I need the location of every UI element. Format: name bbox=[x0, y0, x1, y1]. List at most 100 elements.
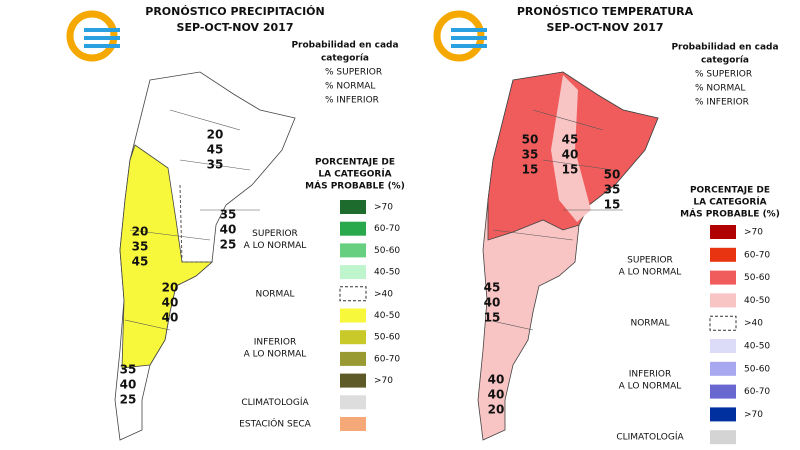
legend-swatch bbox=[339, 286, 367, 302]
legend-swatch bbox=[340, 330, 366, 345]
region-value: 40 bbox=[162, 296, 179, 310]
legend-label: 60-70 bbox=[374, 224, 400, 234]
map-region bbox=[119, 144, 214, 369]
legend-label: 40-50 bbox=[374, 311, 400, 321]
region-value: 45 bbox=[207, 143, 224, 157]
prob-item: % SUPERIOR bbox=[695, 70, 752, 80]
legend-swatch bbox=[340, 200, 366, 214]
logo bbox=[66, 10, 120, 62]
region-value: 25 bbox=[220, 238, 237, 252]
region-value: 40 bbox=[220, 223, 237, 237]
region-value: 15 bbox=[562, 163, 579, 177]
legend-swatch bbox=[340, 373, 366, 388]
legend-label: 60-70 bbox=[374, 354, 400, 364]
region-value: 20 bbox=[132, 225, 149, 239]
legend-group: INFERIOR bbox=[629, 370, 672, 380]
legend-group: INFERIOR bbox=[254, 338, 297, 348]
region-value: 35 bbox=[120, 363, 137, 377]
legend-title: PORCENTAJE DE bbox=[315, 158, 395, 168]
panel-subtitle: SEP-OCT-NOV 2017 bbox=[177, 21, 294, 34]
legend-label: 40-50 bbox=[744, 342, 770, 352]
legend-label: >40 bbox=[374, 289, 393, 299]
region-value: 40 bbox=[488, 373, 505, 387]
map-group bbox=[477, 71, 659, 441]
legend-swatch bbox=[340, 351, 366, 366]
map-normal-zone bbox=[179, 184, 212, 263]
prob-item: % NORMAL bbox=[695, 84, 745, 94]
legend-group: CLIMATOLOGÍA bbox=[241, 396, 309, 408]
region-value: 45 bbox=[132, 255, 149, 269]
legend-swatch bbox=[340, 243, 366, 258]
legend-swatch bbox=[710, 270, 736, 285]
legend-swatch bbox=[710, 384, 736, 399]
region-value: 45 bbox=[562, 133, 579, 147]
legend-label: 40-50 bbox=[374, 268, 400, 278]
legend-label: >40 bbox=[744, 319, 763, 329]
legend-swatch bbox=[710, 293, 736, 308]
map-borders bbox=[487, 109, 623, 331]
legend-group: SUPERIOR bbox=[627, 256, 673, 266]
legend-label: >70 bbox=[374, 203, 393, 213]
legend-label: 60-70 bbox=[744, 387, 770, 397]
legend-title: MÁS PROBABLE (%) bbox=[680, 208, 780, 220]
legend-group: SUPERIOR bbox=[252, 229, 298, 239]
map-borders bbox=[124, 109, 260, 331]
region-value: 35 bbox=[207, 158, 224, 172]
legend-swatch bbox=[710, 225, 736, 239]
region-value: 35 bbox=[522, 148, 539, 162]
logo-stripes bbox=[451, 28, 487, 48]
legend-label: 40-50 bbox=[744, 296, 770, 306]
region-value: 15 bbox=[604, 198, 621, 212]
prob-title: Probabilidad en cada bbox=[291, 41, 398, 51]
legend-swatch bbox=[340, 265, 366, 280]
legend-label: 60-70 bbox=[744, 250, 770, 260]
prob-item: % INFERIOR bbox=[325, 96, 379, 106]
region-value: 15 bbox=[522, 163, 539, 177]
legend-label: >70 bbox=[744, 228, 763, 238]
prob-item: % INFERIOR bbox=[695, 98, 749, 108]
panel-left-map bbox=[66, 10, 296, 441]
logo-stripes bbox=[84, 28, 120, 48]
legend-group: A LO NORMAL bbox=[619, 382, 682, 392]
region-value: 40 bbox=[120, 378, 137, 392]
legend-label: 50-60 bbox=[744, 364, 770, 374]
legend-swatch bbox=[710, 407, 736, 422]
region-value: 35 bbox=[220, 208, 237, 222]
legend-group: A LO NORMAL bbox=[244, 241, 307, 251]
logo bbox=[433, 10, 487, 62]
prob-item: % NORMAL bbox=[325, 82, 375, 92]
legend-swatch bbox=[340, 308, 366, 323]
region-value: 35 bbox=[604, 183, 621, 197]
region-value: 45 bbox=[484, 281, 501, 295]
legend-swatch bbox=[340, 395, 366, 410]
legend-title: MÁS PROBABLE (%) bbox=[305, 180, 405, 192]
legend-group: ESTACIÓN SECA bbox=[239, 418, 311, 430]
legend-group: A LO NORMAL bbox=[619, 268, 682, 278]
panel-right-map bbox=[433, 10, 659, 441]
legend-swatch bbox=[710, 361, 736, 376]
legend-group: NORMAL bbox=[255, 289, 294, 299]
legend-swatch bbox=[710, 339, 736, 353]
legend-group: NORMAL bbox=[630, 319, 669, 329]
legend-title: PORCENTAJE DE bbox=[690, 186, 770, 196]
legend-swatch bbox=[340, 417, 366, 431]
legend-label: >70 bbox=[374, 376, 393, 386]
legend-title: LA CATEGORÍA bbox=[318, 168, 391, 180]
legend-swatch bbox=[710, 430, 736, 445]
region-value: 25 bbox=[120, 393, 137, 407]
prob-item: % SUPERIOR bbox=[325, 68, 382, 78]
panel-title: PRONÓSTICO TEMPERATURA bbox=[517, 5, 694, 18]
legend-label: 50-60 bbox=[744, 273, 770, 283]
region-value: 20 bbox=[207, 128, 224, 142]
region-value: 15 bbox=[484, 311, 501, 325]
region-value: 40 bbox=[484, 296, 501, 310]
legend-label: 50-60 bbox=[374, 333, 400, 343]
region-value: 40 bbox=[162, 311, 179, 325]
region-value: 35 bbox=[132, 240, 149, 254]
prob-title: categoría bbox=[321, 54, 369, 64]
legend-swatch bbox=[709, 315, 737, 331]
prob-title: Probabilidad en cada bbox=[671, 43, 778, 53]
region-value: 50 bbox=[604, 168, 621, 182]
prob-title: categoría bbox=[701, 56, 749, 66]
